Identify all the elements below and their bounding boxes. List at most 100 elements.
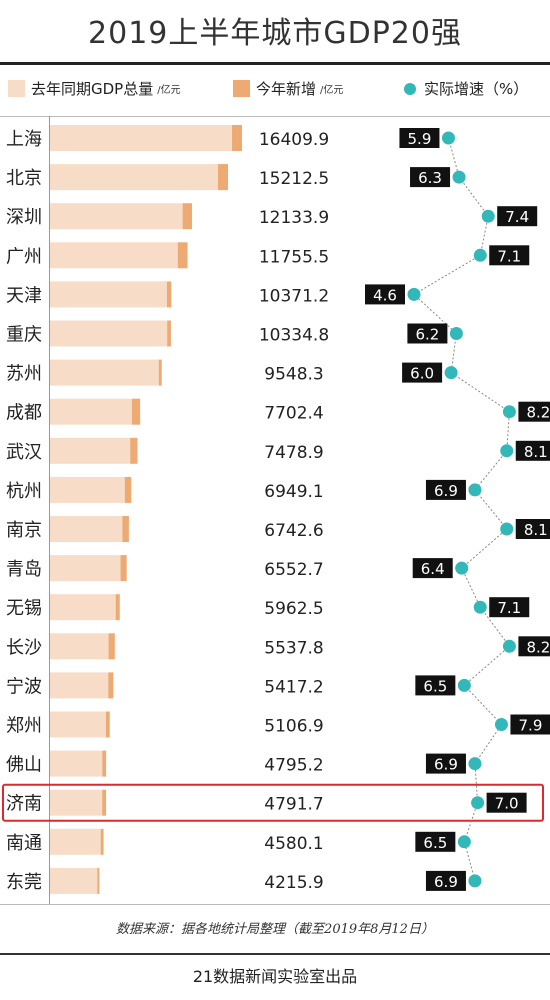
- gdp-value-label: 15212.5: [259, 169, 329, 189]
- growth-point: [500, 522, 514, 536]
- bar-prev-gdp: [50, 789, 103, 816]
- gdp-value-label: 16409.9: [259, 130, 329, 150]
- growth-value-label: 7.1: [497, 247, 521, 265]
- growth-value-label: 6.0: [410, 365, 434, 383]
- city-label: 宁波: [6, 676, 42, 697]
- growth-label-bg: [489, 597, 530, 618]
- bar-prev-gdp: [50, 594, 116, 621]
- growth-value-label: 6.9: [434, 482, 458, 500]
- bar-prev-gdp: [50, 437, 131, 464]
- growth-label-bg: [412, 558, 453, 579]
- bar-increase: [108, 672, 114, 699]
- bar-increase: [122, 516, 129, 542]
- bar-prev-gdp: [50, 711, 106, 738]
- growth-label-bg: [515, 440, 550, 461]
- city-label: 长沙: [6, 637, 42, 658]
- city-label: 佛山: [6, 755, 42, 776]
- growth-value-label: 7.0: [495, 795, 519, 813]
- growth-value-label: 6.9: [434, 873, 458, 891]
- bar-prev-gdp: [50, 125, 233, 151]
- growth-value-label: 6.9: [434, 756, 458, 774]
- bar-increase: [108, 633, 115, 660]
- bar-increase: [182, 203, 192, 230]
- gdp-value-label: 9548.3: [264, 365, 323, 385]
- growth-label-bg: [515, 519, 550, 539]
- bar-increase: [97, 867, 100, 894]
- growth-label-bg: [399, 128, 440, 148]
- growth-value-label: 6.4: [421, 560, 445, 578]
- growth-point: [473, 248, 487, 262]
- growth-point: [452, 170, 466, 184]
- city-label: 济南: [6, 794, 42, 815]
- gdp-value-label: 4215.9: [264, 873, 323, 893]
- chart-bottom-border: [0, 904, 550, 905]
- city-label: 杭州: [6, 481, 42, 502]
- city-label: 东莞: [6, 872, 42, 893]
- growth-point: [494, 718, 508, 731]
- gdp-chart: 上海 16409.9 5.9 北京 15212.5 6.3 深圳 12133.9 7.4 广州 11…: [2, 125, 550, 894]
- bar-prev-gdp: [50, 867, 98, 894]
- growth-point: [502, 405, 516, 419]
- city-label: 南京: [6, 520, 42, 541]
- growth-point: [441, 131, 455, 145]
- city-label: 上海: [6, 129, 42, 150]
- credit-line: 21数据新闻实验室出品: [192, 967, 358, 986]
- growth-label-bg: [410, 167, 451, 188]
- growth-value-label: 8.1: [524, 443, 548, 461]
- legend-item-increase: 今年新增 /亿元: [233, 78, 343, 99]
- growth-point: [457, 678, 471, 692]
- city-label: 成都: [6, 403, 42, 424]
- growth-point: [468, 483, 482, 497]
- growth-label-bg: [425, 479, 466, 500]
- growth-point: [473, 600, 487, 614]
- bar-prev-gdp: [50, 164, 218, 191]
- city-label: 无锡: [6, 598, 42, 619]
- growth-value-label: 6.5: [423, 677, 447, 695]
- bar-increase: [120, 555, 127, 582]
- legend-item-growth: 实际增速（%）: [404, 78, 528, 99]
- bar-prev-gdp: [50, 242, 178, 269]
- bar-prev-gdp: [50, 750, 103, 777]
- bar-increase: [115, 594, 120, 621]
- bar-prev-gdp: [50, 516, 123, 542]
- bar-increase: [102, 789, 107, 816]
- legend-swatch-prev: [8, 80, 25, 97]
- bar-increase: [217, 164, 228, 191]
- growth-label-bg: [518, 401, 550, 422]
- city-label: 苏州: [6, 364, 42, 385]
- gdp-value-label: 12133.9: [259, 208, 329, 228]
- bar-prev-gdp: [50, 281, 167, 308]
- title-divider: [0, 62, 550, 65]
- bar-increase: [166, 281, 172, 308]
- growth-value-label: 8.2: [526, 404, 550, 422]
- city-label: 深圳: [6, 207, 42, 228]
- growth-point: [468, 874, 482, 888]
- gdp-value-label: 7702.4: [264, 404, 323, 424]
- category-axis-line: [49, 116, 50, 904]
- gdp-value-label: 10371.2: [259, 286, 329, 306]
- bar-prev-gdp: [50, 672, 109, 699]
- chart-title: 2019上半年城市GDP20强: [88, 16, 462, 51]
- legend-label-prev: 去年同期GDP总量: [31, 80, 154, 98]
- bar-increase: [105, 711, 110, 738]
- growth-value-label: 7.1: [497, 599, 521, 617]
- city-label: 武汉: [6, 442, 42, 463]
- bar-prev-gdp: [50, 555, 121, 582]
- chart-top-border: [0, 116, 550, 117]
- bar-increase: [100, 828, 104, 855]
- growth-point: [502, 639, 516, 653]
- growth-point: [500, 444, 514, 458]
- legend: 去年同期GDP总量 /亿元 今年新增 /亿元 实际增速（%）: [0, 78, 550, 106]
- bar-increase: [158, 359, 162, 386]
- growth-value-label: 7.4: [505, 208, 529, 226]
- gdp-value-label: 4580.1: [264, 834, 323, 854]
- bar-increase: [177, 242, 188, 269]
- gdp-value-label: 4795.2: [264, 756, 323, 776]
- growth-label-bg: [425, 870, 466, 891]
- bar-increase: [124, 476, 132, 503]
- growth-value-label: 6.5: [423, 834, 447, 852]
- gdp-value-label: 7478.9: [264, 443, 323, 463]
- growth-value-label: 5.9: [408, 130, 432, 148]
- gdp-value-label: 6949.1: [264, 482, 323, 502]
- growth-point: [481, 209, 495, 223]
